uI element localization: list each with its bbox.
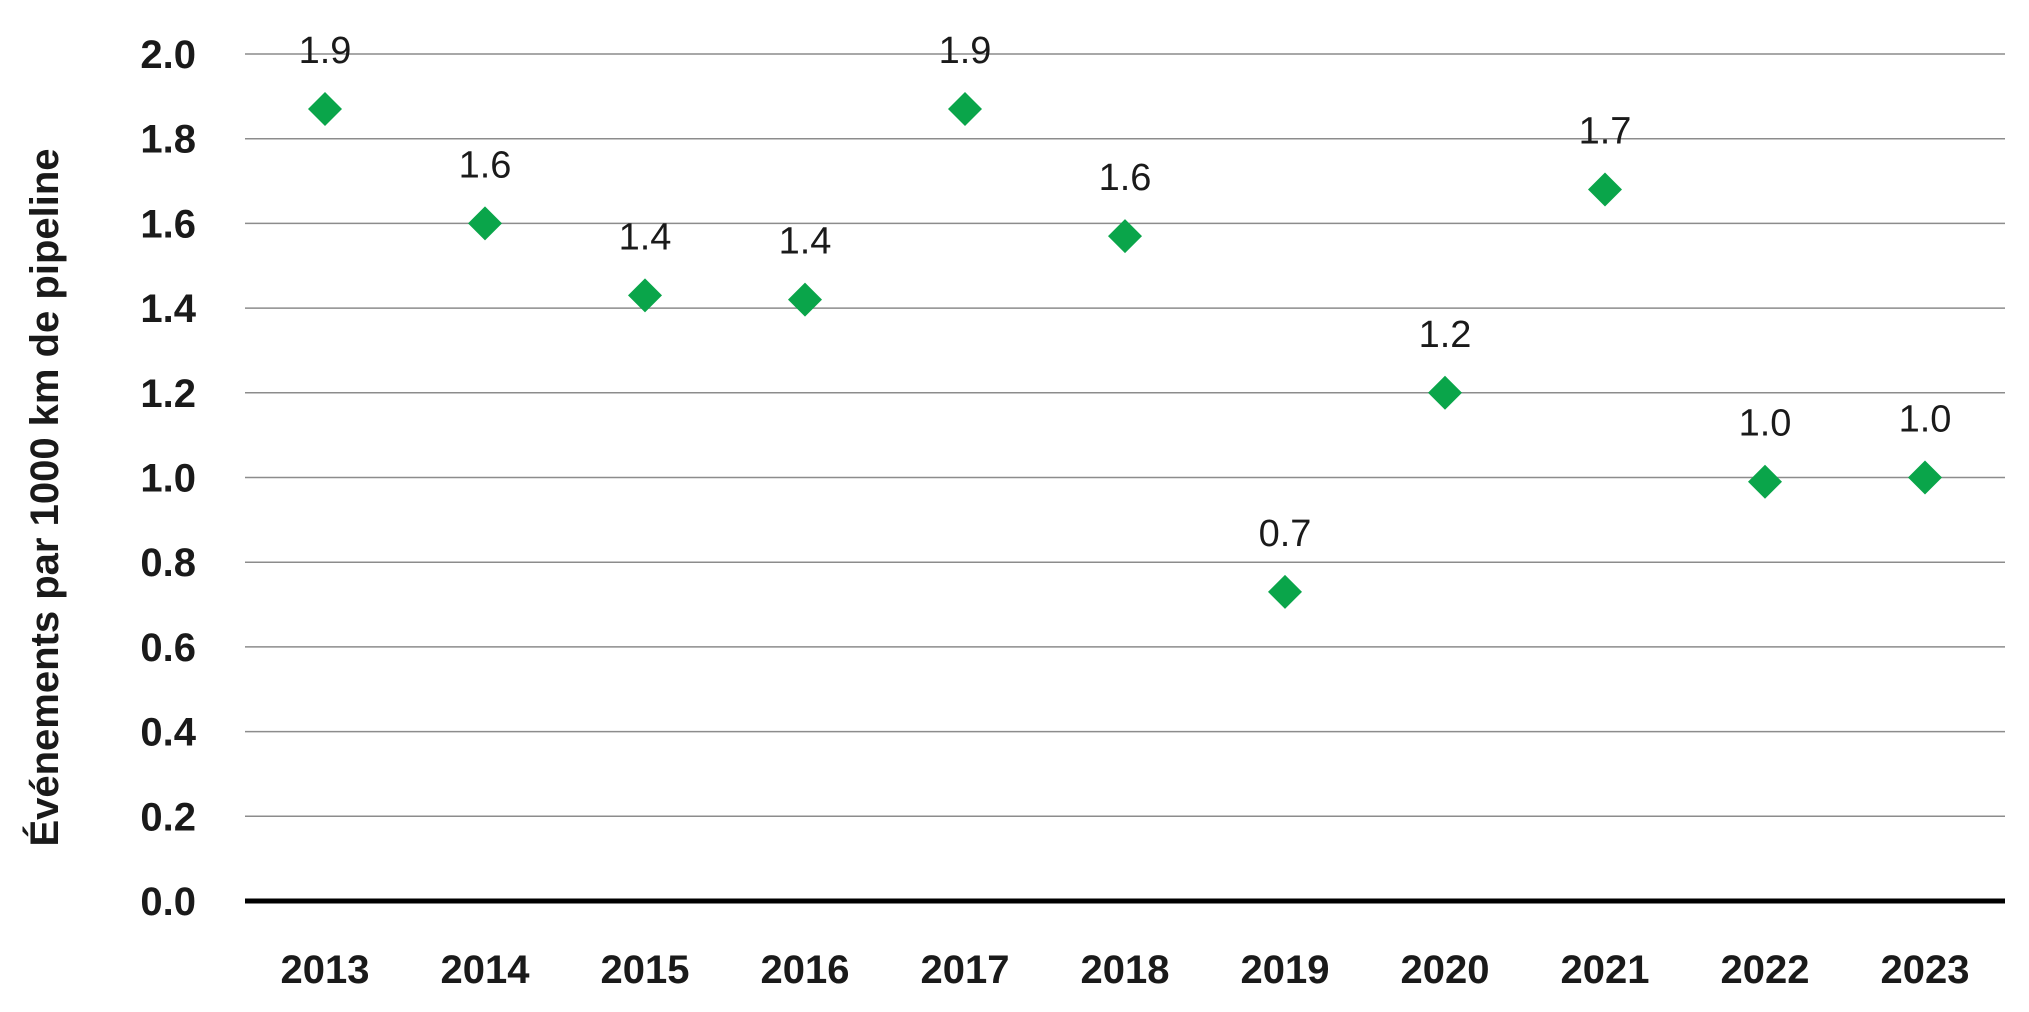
data-point [1908, 460, 1942, 495]
y-tick-label: 1.0 [140, 457, 196, 501]
x-tick-label: 2021 [1561, 948, 1650, 992]
y-tick-label: 1.4 [140, 287, 196, 331]
data-points [308, 92, 1942, 609]
y-tick-label: 2.0 [140, 33, 196, 77]
data-label: 1.0 [1739, 403, 1792, 445]
data-label: 1.4 [619, 216, 672, 258]
data-label: 1.7 [1579, 111, 1632, 153]
data-point [628, 278, 662, 313]
data-point [1268, 574, 1302, 609]
x-tick-label: 2022 [1721, 948, 1810, 992]
data-labels: 1.9 1.6 1.4 1.4 1.9 1.6 0.7 1.2 1.7 1.0 1.0 [299, 30, 1952, 555]
y-axis-title: Événements par 1000 km de pipeline [22, 148, 67, 846]
y-tick-label: 0.6 [140, 626, 196, 670]
x-tick-label: 2019 [1241, 948, 1330, 992]
y-tick-label: 1.8 [140, 118, 196, 162]
data-point [948, 92, 982, 127]
data-point [788, 282, 822, 317]
x-tick-label: 2020 [1401, 948, 1490, 992]
y-axis-ticks: 0.0 0.2 0.4 0.6 0.8 1.0 1.2 1.4 1.6 1.8 2.0 [140, 33, 196, 924]
x-tick-label: 2015 [601, 948, 690, 992]
y-tick-label: 0.4 [140, 711, 196, 755]
data-point [1748, 464, 1782, 499]
data-point [1108, 219, 1142, 254]
data-point [308, 92, 342, 127]
y-tick-label: 1.6 [140, 202, 196, 246]
y-tick-label: 0.0 [140, 880, 196, 924]
data-point [468, 206, 502, 241]
data-label: 1.0 [1899, 399, 1952, 441]
x-tick-label: 2023 [1881, 948, 1970, 992]
x-tick-label: 2014 [441, 948, 531, 992]
data-label: 1.2 [1419, 314, 1472, 356]
data-label: 1.4 [779, 221, 832, 263]
data-label: 1.6 [459, 144, 512, 186]
x-axis-ticks: 2013 2014 2015 2016 2017 2018 2019 2020 2021 2022… [281, 948, 1970, 992]
data-point [1588, 172, 1622, 207]
data-label: 1.6 [1099, 157, 1152, 199]
x-tick-label: 2018 [1081, 948, 1170, 992]
y-tick-label: 1.2 [140, 372, 196, 416]
y-tick-label: 0.2 [140, 795, 196, 839]
y-tick-label: 0.8 [140, 541, 196, 585]
data-point [1428, 375, 1462, 410]
data-label: 0.7 [1259, 513, 1312, 555]
gridlines [245, 53, 2005, 818]
x-tick-label: 2016 [761, 948, 850, 992]
data-label: 1.9 [939, 30, 992, 72]
data-label: 1.9 [299, 30, 352, 72]
x-tick-label: 2013 [281, 948, 370, 992]
x-tick-label: 2017 [921, 948, 1010, 992]
